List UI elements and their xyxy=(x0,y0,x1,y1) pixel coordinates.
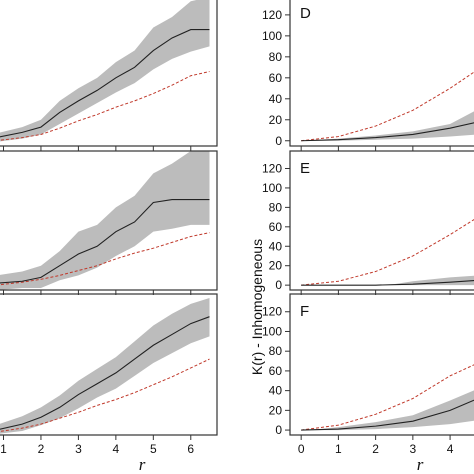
envelope-band xyxy=(301,111,474,141)
panel-left-3: 1 2 3 4 5 6 xyxy=(0,293,218,456)
y-tick-label: 0 xyxy=(275,423,282,437)
y-tick-label: 40 xyxy=(269,384,283,398)
panel-d: 0 20 40 60 80 100 120 D xyxy=(262,0,474,151)
observed-line xyxy=(301,399,474,431)
y-tick-label: 80 xyxy=(269,344,283,358)
expected-line xyxy=(0,71,210,141)
y-tick-label: 100 xyxy=(262,181,282,195)
y-tick-label: 0 xyxy=(275,134,282,148)
panel-frame xyxy=(0,293,218,436)
panel-frame xyxy=(0,150,218,291)
x-tick-label: 2 xyxy=(372,442,379,456)
observed-line xyxy=(301,280,474,286)
envelope-band xyxy=(301,390,474,431)
y-tick-label: 80 xyxy=(269,200,283,214)
y-tick-label: 20 xyxy=(269,259,283,273)
panel-left-1 xyxy=(0,0,218,151)
expected-line xyxy=(301,219,474,286)
panel-frame xyxy=(289,0,474,147)
y-tick-label: 60 xyxy=(269,364,283,378)
y-tick-label: 0 xyxy=(275,278,282,292)
y-tick-label: 20 xyxy=(269,113,283,127)
y-tick-label: 40 xyxy=(269,92,283,106)
y-tick-label: 100 xyxy=(262,29,282,43)
x-tick-label: 3 xyxy=(410,442,417,456)
x-tick-label: 1 xyxy=(0,442,7,456)
observed-line xyxy=(301,122,474,142)
x-tick-label: 3 xyxy=(75,442,82,456)
envelope-band xyxy=(301,275,474,286)
panel-letter: E xyxy=(300,160,310,177)
y-tick-label: 20 xyxy=(269,403,283,417)
right-x-axis-title: r xyxy=(417,455,424,474)
envelope-band xyxy=(0,151,210,290)
envelope-band xyxy=(0,297,210,434)
x-tick-label: 4 xyxy=(113,442,120,456)
expected-line xyxy=(301,71,474,142)
left-x-axis-title: r xyxy=(139,455,146,474)
x-tick-label: 2 xyxy=(38,442,45,456)
x-tick-label: 4 xyxy=(447,442,454,456)
y-tick-label: 80 xyxy=(269,50,283,64)
panel-frame xyxy=(289,293,474,436)
panel-letter: D xyxy=(300,5,311,22)
x-tick-label: 5 xyxy=(150,442,157,456)
right-y-axis-title: K(r) - Inhomogeneous xyxy=(249,239,265,375)
y-tick-label: 40 xyxy=(269,239,283,253)
observed-line xyxy=(0,29,210,138)
expected-line xyxy=(301,364,474,431)
panel-letter: F xyxy=(300,303,309,320)
panel-left-2 xyxy=(0,150,218,295)
panel-frame xyxy=(0,0,218,147)
panel-frame xyxy=(289,150,474,291)
envelope-band xyxy=(0,0,210,142)
expected-line xyxy=(0,232,210,286)
y-tick-label: 120 xyxy=(262,8,282,22)
y-tick-label: 60 xyxy=(269,220,283,234)
observed-line xyxy=(0,316,210,430)
y-tick-label: 100 xyxy=(262,324,282,338)
y-tick-label: 120 xyxy=(262,305,282,319)
x-tick-label: 0 xyxy=(298,442,305,456)
panel-e: 0 20 40 60 80 100 120 E xyxy=(262,150,474,295)
x-tick-label: 1 xyxy=(335,442,342,456)
y-tick-label: 120 xyxy=(262,161,282,175)
x-tick-label: 6 xyxy=(187,442,194,456)
expected-line xyxy=(0,358,210,432)
observed-line xyxy=(0,199,210,284)
y-tick-label: 60 xyxy=(269,71,283,85)
